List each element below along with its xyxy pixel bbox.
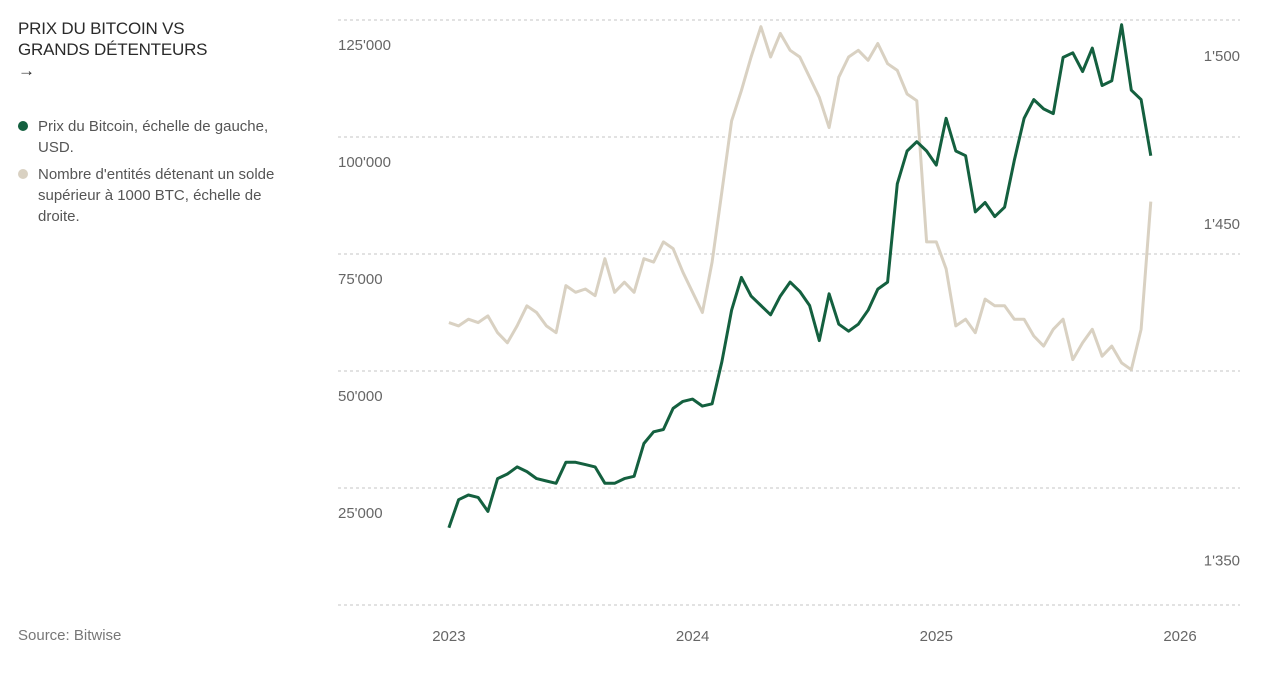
y2-tick-label: 1'500 bbox=[1204, 48, 1240, 65]
legend-label: Prix du Bitcoin, échelle de gauche, USD. bbox=[38, 118, 269, 156]
series-line bbox=[447, 23, 1153, 529]
y-tick-label: 25'000 bbox=[338, 505, 383, 522]
legend-entry: Nombre d'entités détenant un solde supér… bbox=[18, 164, 288, 227]
x-tick-label: 2024 bbox=[676, 628, 709, 645]
y2-tick-label: 1'450 bbox=[1204, 216, 1240, 233]
y-tick-label: 50'000 bbox=[338, 388, 383, 405]
source: Source: Bitwise bbox=[18, 627, 122, 644]
chart-title: PRIX DU BITCOIN VS GRANDS DÉTENTEURS → bbox=[18, 19, 208, 80]
y-tick-label: 100'000 bbox=[338, 154, 391, 171]
x-tick-label: 2023 bbox=[432, 628, 465, 645]
legend-label: Nombre d'entités détenant un solde supér… bbox=[38, 166, 275, 225]
x-tick-label: 2025 bbox=[920, 628, 953, 645]
legend-dot bbox=[18, 169, 28, 179]
y2-tick-label: 1'350 bbox=[1204, 552, 1240, 569]
x-tick-label: 2026 bbox=[1163, 628, 1196, 645]
series-line bbox=[448, 25, 1153, 372]
legend-entry: Prix du Bitcoin, échelle de gauche, USD. bbox=[18, 116, 288, 158]
y-tick-label: 75'000 bbox=[338, 271, 383, 288]
legend-dot bbox=[18, 121, 28, 131]
y-tick-label: 125'000 bbox=[338, 37, 391, 54]
